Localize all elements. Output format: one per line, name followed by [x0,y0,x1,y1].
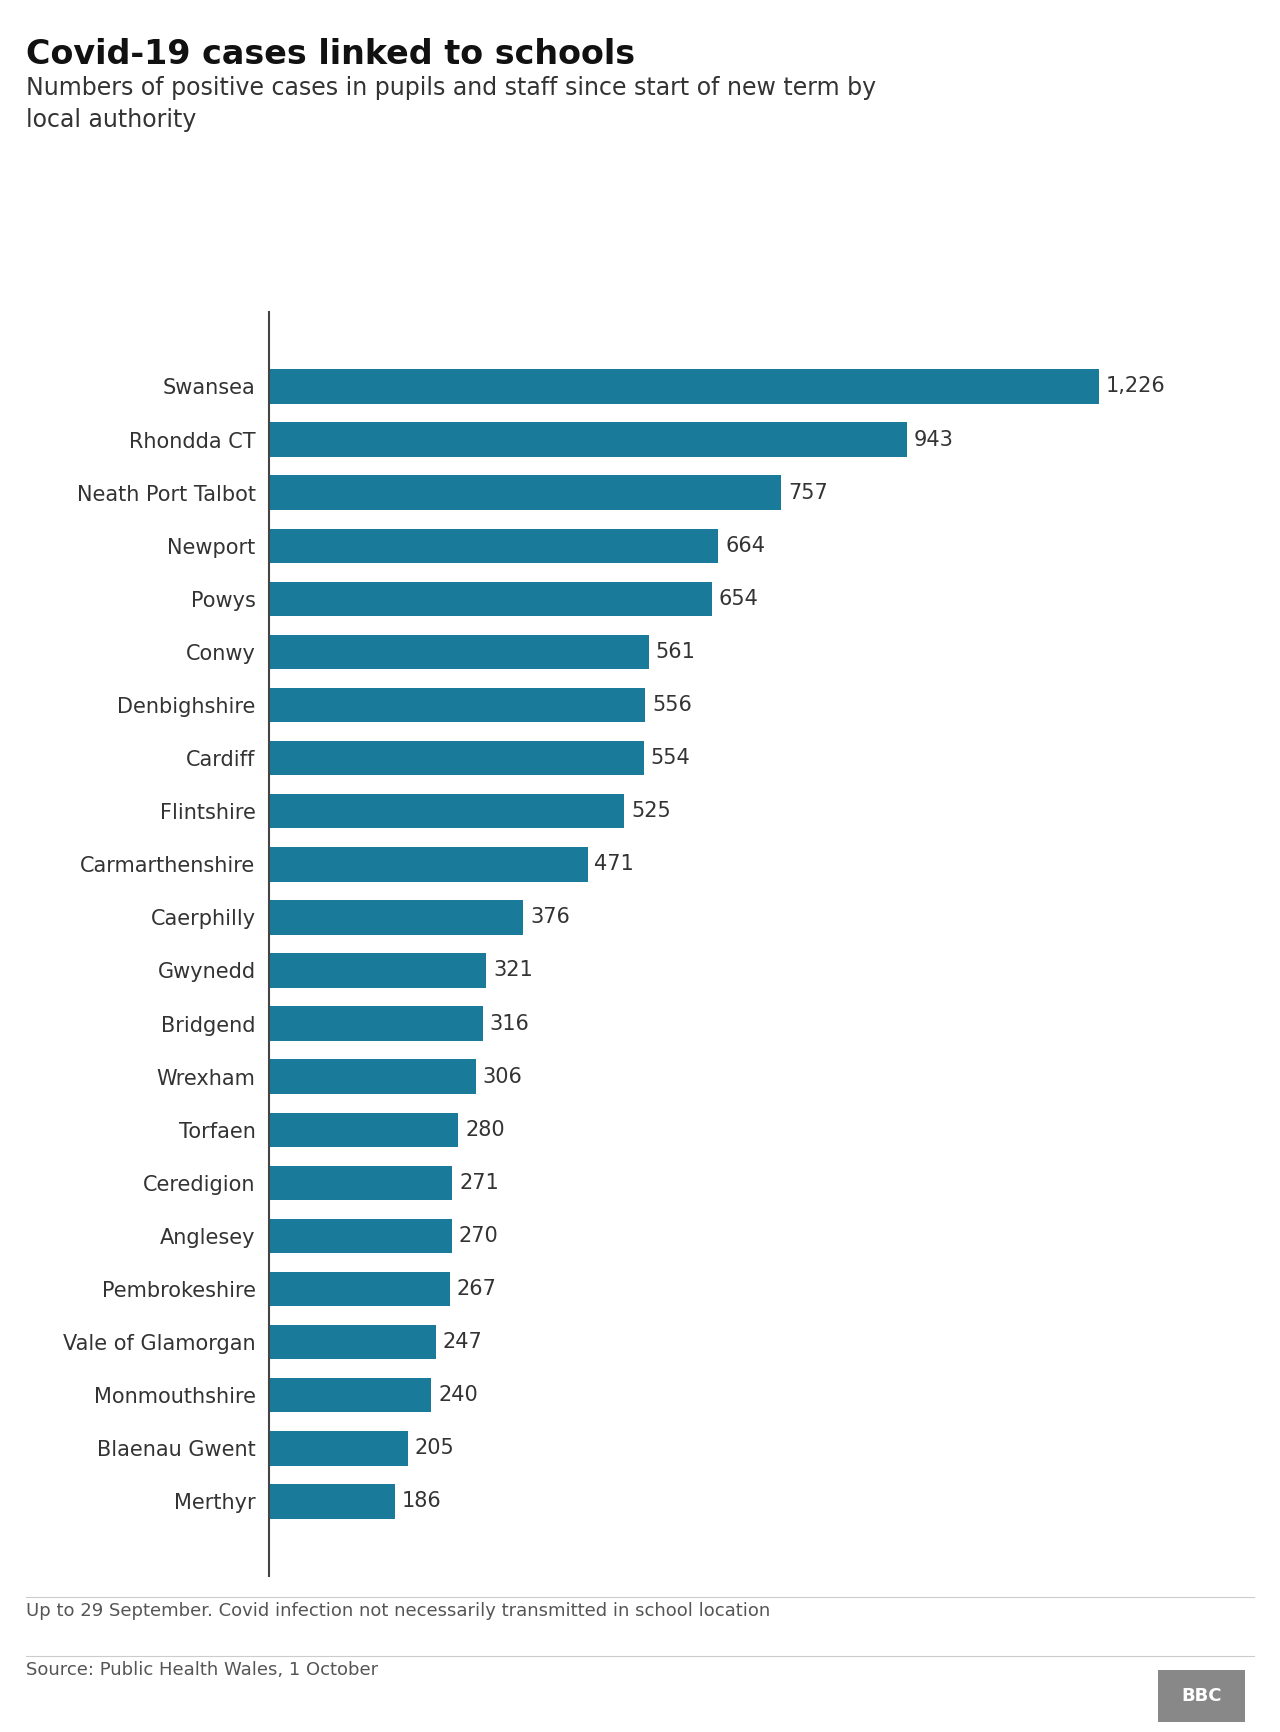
Text: Covid-19 cases linked to schools: Covid-19 cases linked to schools [26,38,635,71]
Bar [269,688,645,722]
Text: 267: 267 [457,1278,497,1299]
Bar [269,634,649,669]
Bar [269,1484,394,1519]
Text: 321: 321 [493,961,532,980]
Bar [269,582,712,617]
Bar [269,847,588,882]
Bar [269,1271,449,1306]
Text: 247: 247 [443,1332,483,1353]
Text: 271: 271 [460,1173,499,1193]
Text: 943: 943 [914,430,954,450]
Bar [269,423,908,457]
Bar [269,793,625,828]
Text: 664: 664 [726,535,765,556]
Text: 556: 556 [652,695,692,715]
Text: 561: 561 [655,643,695,662]
Bar [269,528,718,563]
Text: 270: 270 [458,1226,498,1245]
Bar [269,369,1100,404]
Text: 316: 316 [489,1013,530,1034]
Text: 280: 280 [465,1121,504,1140]
Bar [269,1060,476,1095]
Text: 376: 376 [530,908,570,927]
Bar [269,741,644,776]
Bar [269,1112,458,1147]
Bar [269,1166,452,1200]
Bar [269,901,524,935]
Text: 471: 471 [594,854,634,875]
Text: Up to 29 September. Covid infection not necessarily transmitted in school locati: Up to 29 September. Covid infection not … [26,1602,769,1619]
Text: 757: 757 [788,483,828,502]
Text: BBC: BBC [1181,1687,1222,1704]
Bar [269,953,486,987]
Text: Numbers of positive cases in pupils and staff since start of new term by
local a: Numbers of positive cases in pupils and … [26,76,876,132]
Text: 554: 554 [650,748,690,767]
Bar [269,1325,436,1360]
Text: 205: 205 [415,1438,454,1458]
Text: 186: 186 [402,1491,442,1512]
Text: 525: 525 [631,802,671,821]
Text: Source: Public Health Wales, 1 October: Source: Public Health Wales, 1 October [26,1661,378,1678]
Bar [269,1431,407,1465]
Text: 1,226: 1,226 [1106,376,1166,397]
Text: 654: 654 [718,589,758,610]
Text: 240: 240 [438,1386,477,1405]
Bar [269,475,781,509]
Text: 306: 306 [483,1067,522,1086]
Bar [269,1219,452,1254]
Bar [269,1006,483,1041]
Bar [269,1379,431,1413]
